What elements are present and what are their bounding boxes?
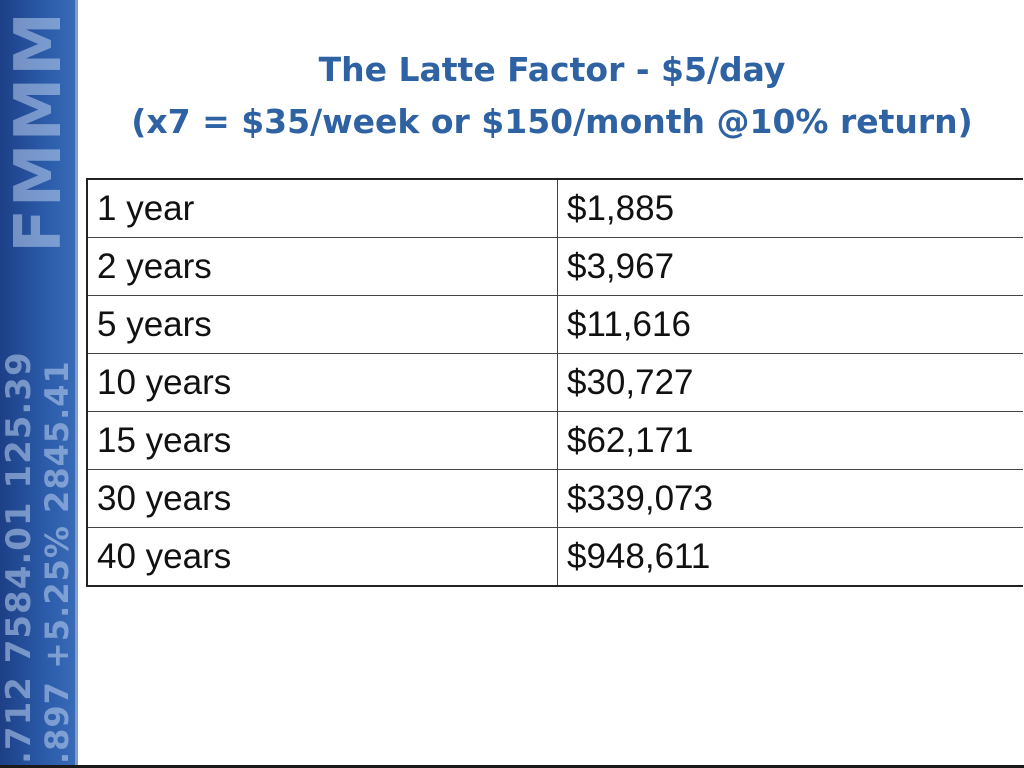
amount-cell: $1,885 (557, 178, 1023, 238)
period-cell: 2 years (86, 237, 558, 296)
period-cell: 10 years (86, 353, 558, 412)
decorative-side-band: .712 7584.01 125.39 .897 +5.25% 2845.41 … (0, 0, 78, 768)
slide-title-line-1: The Latte Factor - $5/day (318, 50, 786, 89)
table-row: 2 years $3,967 (86, 237, 1023, 296)
amount-cell: $62,171 (557, 411, 1023, 470)
band-logo-text: FMMM (2, 10, 76, 253)
slide-title-line-2: (x7 = $35/week or $150/month @10% return… (131, 102, 973, 141)
period-cell: 5 years (86, 295, 558, 354)
period-cell: 30 years (86, 469, 558, 528)
table-row: 1 year $1,885 (86, 178, 1023, 238)
period-cell: 1 year (86, 178, 558, 238)
table-row: 15 years $62,171 (86, 411, 1023, 470)
table-row: 10 years $30,727 (86, 353, 1023, 412)
band-edge-highlight (75, 0, 78, 768)
bottom-border-line (0, 765, 1024, 768)
amount-cell: $3,967 (557, 237, 1023, 296)
period-cell: 40 years (86, 527, 558, 587)
table-row: 30 years $339,073 (86, 469, 1023, 528)
period-cell: 15 years (86, 411, 558, 470)
amount-cell: $30,727 (557, 353, 1023, 412)
savings-table: 1 year $1,885 2 years $3,967 5 years $11… (86, 178, 1023, 587)
table-row: 40 years $948,611 (86, 527, 1023, 587)
band-ticker-line-2: .897 +5.25% 2845.41 (38, 360, 76, 764)
amount-cell: $948,611 (557, 527, 1023, 587)
amount-cell: $11,616 (557, 295, 1023, 354)
band-ticker-line-1: .712 7584.01 125.39 (0, 351, 39, 764)
amount-cell: $339,073 (557, 469, 1023, 528)
band-ticker-text: .712 7584.01 125.39 .897 +5.25% 2845.41 … (0, 0, 78, 768)
table-row: 5 years $11,616 (86, 295, 1023, 354)
slide-title: The Latte Factor - $5/day (x7 = $35/week… (80, 44, 1024, 148)
